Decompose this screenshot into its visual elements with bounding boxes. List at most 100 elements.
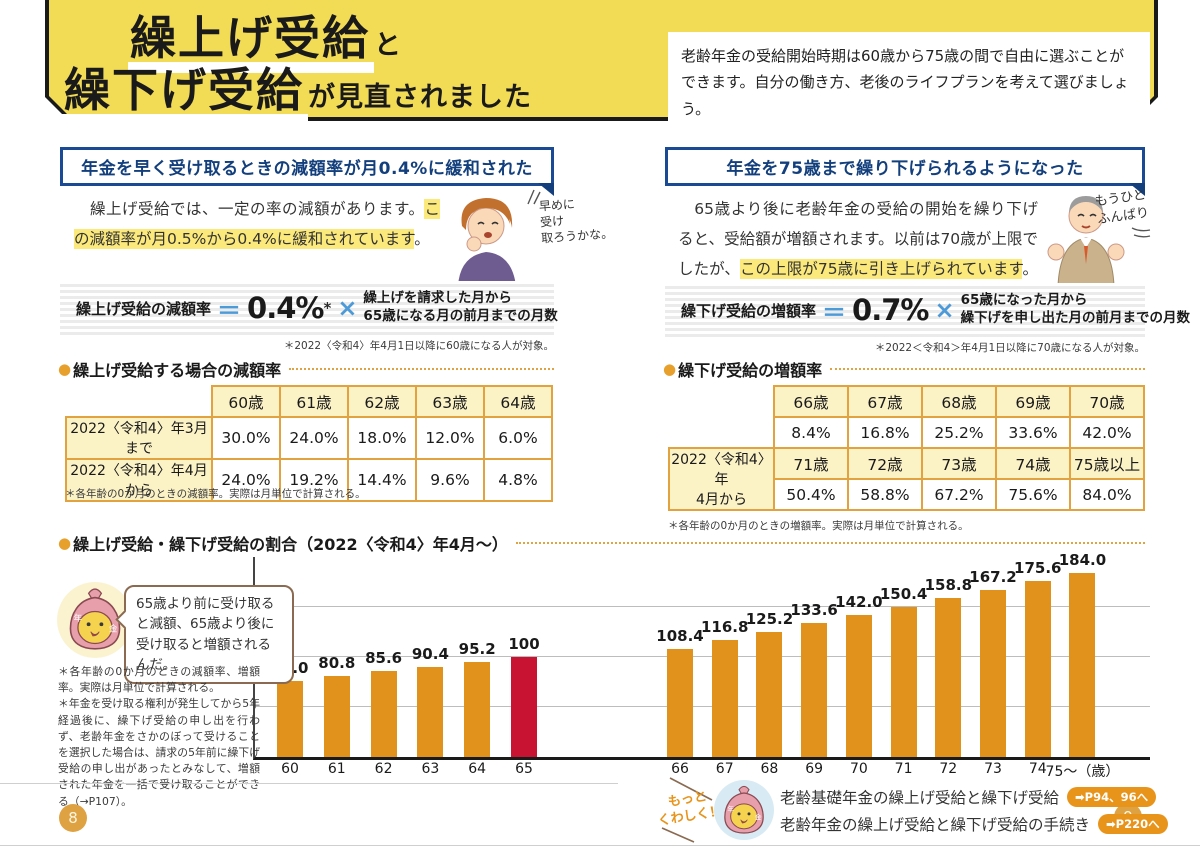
right-section-header: 年金を75歳まで繰り下げられるようになった xyxy=(665,147,1145,196)
bar-value-label: 142.0 xyxy=(835,593,883,611)
right-formula-note: ＊2022＜令和4＞年4月1日以降に70歳になる人が対象。 xyxy=(874,342,1145,354)
left-paragraph: 繰上げ受給では、一定の率の減額があります。この減額率が月0.5%から0.4%に緩… xyxy=(74,199,440,250)
dotted-rule xyxy=(515,542,1145,544)
right-table: 66歳 67歳 68歳 69歳 70歳 8.4% 16.8% 25.2% 33.… xyxy=(668,385,1145,511)
page-title-line2: 繰下げ受給 が見直されました xyxy=(62,66,532,126)
bar-72 xyxy=(935,598,962,757)
left-table-note: ＊各年齢の0か月のときの減額率。実際は月単位で計算される。 xyxy=(65,488,366,500)
axis-tick-label: 65 xyxy=(515,761,533,777)
bar-75〜（歳） xyxy=(1069,573,1096,757)
times-symbol: × xyxy=(934,296,955,324)
times-symbol: × xyxy=(337,294,358,322)
equals-symbol: ＝ xyxy=(822,298,847,327)
page-title-line1: 繰上げ受給と xyxy=(128,14,402,74)
page-ref-badge: ➡P94、96へ xyxy=(1067,787,1157,807)
bar-70 xyxy=(845,615,872,757)
bullet-icon: ● xyxy=(58,534,72,552)
table-row: 50.4% 58.8% 67.2% 75.6% 84.0% xyxy=(669,478,1145,511)
svg-text:金: 金 xyxy=(755,813,762,822)
axis-tick-label: 68 xyxy=(760,761,779,777)
dotted-rule xyxy=(289,368,554,370)
mascot-speech-bubble: 65歳より前に受け取ると減額、65歳より後に受け取ると増額されるんだ。 xyxy=(124,585,294,684)
man-speech-note: もうひと ふんばり xyxy=(1093,187,1150,228)
bar-68 xyxy=(756,631,783,757)
bar-73 xyxy=(980,589,1007,757)
gridline xyxy=(255,656,1150,657)
bar-61 xyxy=(323,676,350,757)
bar-value-label: 100 xyxy=(508,635,540,653)
bullet-icon: ● xyxy=(663,360,677,378)
mascot-icon: 年 金 xyxy=(724,785,764,834)
bar-63 xyxy=(417,666,444,757)
axis-tick-label: 73 xyxy=(984,761,1002,777)
speech-mark-right-icon xyxy=(1131,227,1151,238)
title-keyword-kuriage: 繰上げ受給 xyxy=(128,14,374,74)
equals-symbol: ＝ xyxy=(217,296,242,325)
bar-71 xyxy=(890,606,917,757)
right-formula: 繰下げ受給の増額率 ＝ 0.7% × 65歳になった月から 繰下げを申し出た月の前… xyxy=(665,283,1190,337)
axis-tick-label: 70 xyxy=(849,761,868,777)
bar-value-label: 80.8 xyxy=(318,654,356,673)
axis-tick-label: 71 xyxy=(894,761,913,777)
bar-value-label: 116.8 xyxy=(700,618,749,637)
bar-value-label: 175.6 xyxy=(1014,559,1062,578)
bar-value-label: 133.6 xyxy=(790,601,838,620)
mascot-icon: 年 金 xyxy=(69,588,121,650)
reference-link-2: 老齢年金の繰上げ受給と繰下げ受給の手続き ➡P220へ xyxy=(780,813,1168,835)
chart-section-title: ● 繰上げ受給・繰下げ受給の割合（2022〈令和4〉年4月〜） xyxy=(58,531,1145,555)
bar-chart: 76.06080.86185.66290.46395.26410065108.4… xyxy=(253,551,1150,780)
left-table-title: ● 繰上げ受給する場合の減額率 xyxy=(58,357,554,381)
left-formula: 繰上げ受給の減額率 ＝ 0.4% * × 繰上げを請求した月から 65歳になる月の… xyxy=(60,281,558,335)
axis-tick-label: 74 xyxy=(1028,761,1047,777)
table-row: 2022〈令和4〉年 4月から 71歳 72歳 73歳 74歳 75歳以上 xyxy=(668,447,1145,511)
gridline xyxy=(255,706,1150,707)
bar-65 xyxy=(511,657,537,757)
table-row: 8.4% 16.8% 25.2% 33.6% 42.0% xyxy=(669,416,1145,449)
axis-tick-label: 66 xyxy=(671,761,689,777)
bar-value-label: 90.4 xyxy=(411,644,449,663)
right-table-title: ● 繰下げ受給の増額率 xyxy=(663,357,1145,381)
left-table: 60歳 61歳 62歳 63歳 64歳 2022〈令和4〉年3月まで 30.0%… xyxy=(65,385,553,502)
page-ref-badge: ➡P220へ xyxy=(1098,814,1168,834)
bar-value-label: 125.2 xyxy=(745,609,794,628)
right-table-note: ＊各年齢の0か月のときの増額率。実際は月単位で計算される。 xyxy=(668,520,969,532)
bar-60 xyxy=(277,681,303,757)
axis-tick-label: 64 xyxy=(468,761,487,777)
axis-tick-label: 75〜（歳） xyxy=(1045,764,1120,780)
bottom-page-edge xyxy=(0,845,1200,846)
bar-value-label: 95.2 xyxy=(458,639,496,658)
bar-62 xyxy=(370,671,397,757)
bar-64 xyxy=(464,661,491,757)
svg-text:年: 年 xyxy=(727,804,734,813)
axis-tick-label: 62 xyxy=(374,761,393,777)
bar-value-label: 150.4 xyxy=(879,584,928,603)
axis-tick-label: 60 xyxy=(281,761,299,777)
intro-box: 老齢年金の受給開始時期は60歳から75歳の間で自由に選ぶことができます。自分の働… xyxy=(668,32,1150,133)
bar-66 xyxy=(667,648,693,757)
left-page-edge xyxy=(0,783,618,784)
more-lines-icon xyxy=(661,777,713,843)
page-number-left: 8 xyxy=(59,804,87,832)
bar-value-label: 85.6 xyxy=(365,649,403,668)
table-row: 2022〈令和4〉年4月から 24.0% 19.2% 14.4% 9.6% 4.… xyxy=(65,458,553,502)
gridline xyxy=(255,606,1150,607)
right-highlight: この上限が75歳に引き上げられています xyxy=(739,259,1023,280)
table-row: 2022〈令和4〉年3月まで 30.0% 24.0% 18.0% 12.0% 6… xyxy=(65,416,553,460)
bullet-icon: ● xyxy=(58,360,72,378)
bar-value-label: 167.2 xyxy=(969,567,1017,586)
axis-tick-label: 69 xyxy=(805,761,824,777)
title-keyword-kurisage: 繰下げ受給 xyxy=(62,66,308,126)
axis-tick-label: 72 xyxy=(939,761,958,777)
svg-text:金: 金 xyxy=(109,624,118,635)
woman-speech-note: 早めに 受け 取ろうかな。 xyxy=(538,197,614,246)
bar-67 xyxy=(711,640,738,757)
dotted-rule xyxy=(830,368,1145,370)
bar-value-label: 108.4 xyxy=(656,626,704,645)
chart-notes: ＊各年齢の0か月のときの減額率、増額率。実際は月単位で計算される。 ＊年金を受け… xyxy=(58,665,260,808)
man-illustration xyxy=(1047,196,1125,286)
bar-value-label: 184.0 xyxy=(1058,551,1107,569)
svg-text:年: 年 xyxy=(74,613,83,624)
axis-tick-label: 67 xyxy=(715,761,734,777)
bar-74 xyxy=(1024,581,1051,757)
bar-value-label: 158.8 xyxy=(924,576,973,595)
